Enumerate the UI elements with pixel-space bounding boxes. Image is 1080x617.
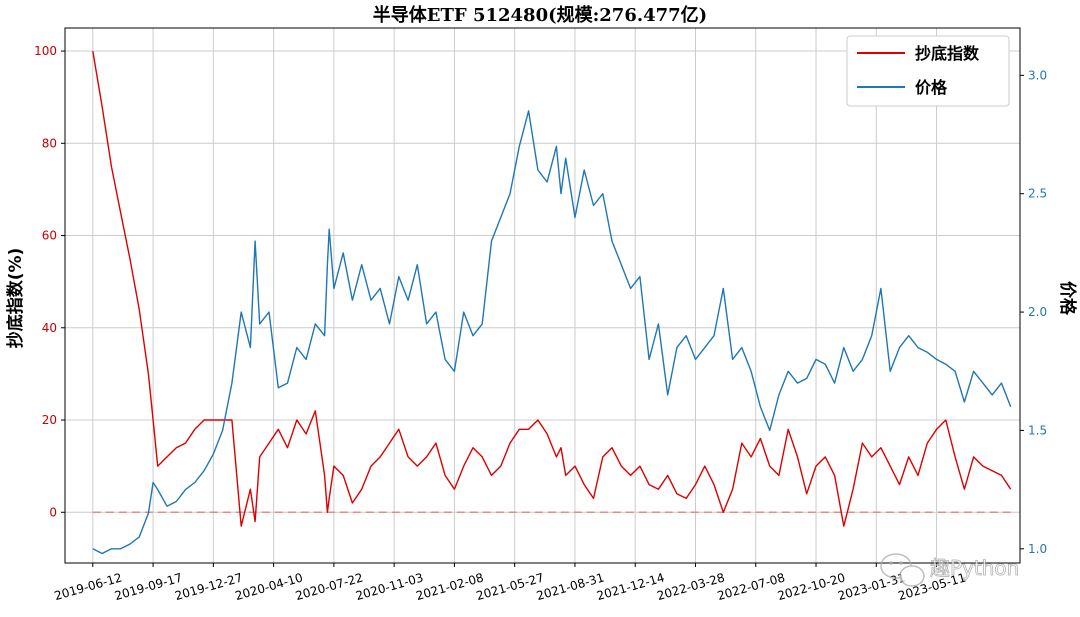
x-tick-label-4: 2020-07-22 (294, 570, 365, 603)
watermark: 趣Python (880, 553, 1020, 587)
plot-frame (64, 27, 1021, 564)
left-tick-label-3: 60 (42, 229, 57, 243)
grid-lines (65, 28, 1020, 563)
x-tick-label-1: 2019-09-17 (113, 570, 184, 603)
x-tick-label-7: 2021-05-27 (475, 570, 546, 603)
watermark-text: 趣Python (930, 556, 1019, 580)
right-tick-label-1: 1.5 (1028, 423, 1047, 437)
x-tick-label-6: 2021-02-08 (414, 570, 485, 603)
series-lines (92, 50, 1012, 555)
right-tick-label-4: 3.0 (1028, 68, 1047, 82)
x-tick-label-9: 2021-12-14 (595, 570, 666, 603)
wechat-icon (880, 553, 925, 587)
right-tick-label-0: 1.0 (1028, 542, 1047, 556)
x-tick-label-11: 2022-07-08 (716, 570, 787, 603)
x-tick-label-8: 2021-08-31 (535, 570, 606, 603)
right-tick-label-2: 2.0 (1028, 305, 1047, 319)
legend-label-dip-index: 抄底指数 (915, 44, 980, 63)
left-ticks: 0 20 40 60 80 100 (34, 44, 65, 519)
legend: 抄底指数 价格 (846, 35, 1010, 107)
y-axis-label-right: 价格 (1057, 281, 1078, 316)
x-tick-label-10: 2022-03-28 (655, 570, 726, 603)
series-line-price (92, 110, 1012, 555)
chart-title: 半导体ETF 512480(规模:276.477亿) (373, 4, 707, 26)
legend-label-price: 价格 (915, 78, 948, 97)
x-ticks: 2019-06-122019-09-172019-12-272020-04-10… (53, 563, 967, 603)
right-ticks: 1.0 1.5 2.0 2.5 3.0 (1020, 68, 1047, 556)
left-tick-label-1: 20 (42, 413, 57, 427)
x-tick-label-2: 2019-12-27 (173, 570, 244, 603)
series-line-dip-index (92, 50, 1012, 527)
x-tick-label-12: 2022-10-20 (776, 570, 847, 603)
left-tick-label-0: 0 (49, 505, 57, 519)
left-tick-label-5: 100 (34, 44, 57, 58)
left-tick-label-2: 40 (42, 321, 57, 335)
x-tick-label-0: 2019-06-12 (53, 570, 124, 603)
y-axis-label-left: 抄底指数(%) (5, 248, 26, 349)
x-tick-label-5: 2020-11-03 (354, 570, 425, 603)
left-tick-label-4: 80 (42, 136, 57, 150)
x-tick-label-3: 2020-04-10 (234, 570, 305, 603)
x-tick-label-13: 2023-01-31 (836, 570, 907, 603)
right-tick-label-3: 2.5 (1028, 187, 1047, 201)
